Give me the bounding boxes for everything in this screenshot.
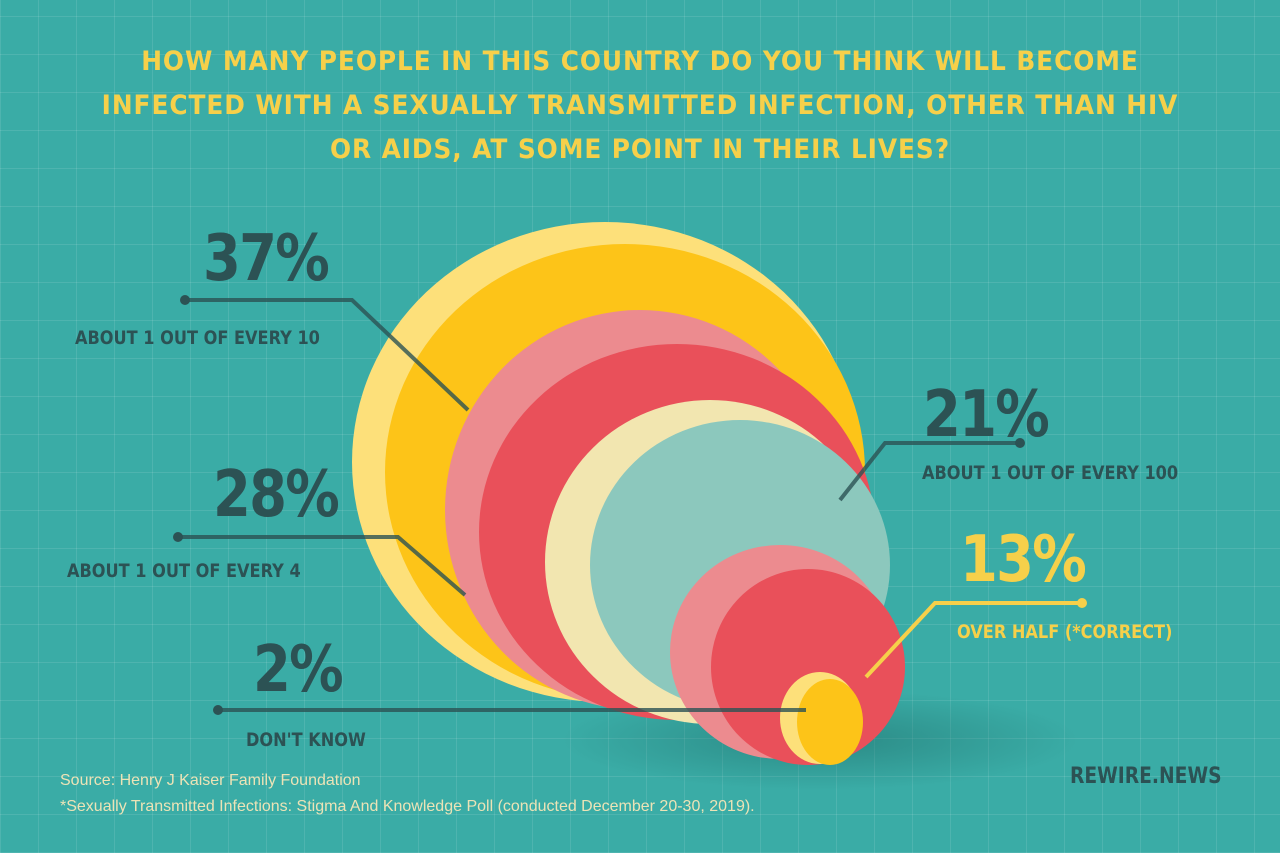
disc-slice-2: [797, 679, 863, 765]
value-label-37: 37%: [203, 222, 330, 296]
source-note: Source: Henry J Kaiser Family Foundation: [60, 772, 361, 789]
category-label-dont-know: DON'T KNOW: [246, 729, 366, 751]
value-label-13: 13%: [960, 523, 1087, 597]
chart-title: HOW MANY PEOPLE IN THIS COUNTRY DO YOU T…: [101, 46, 1179, 165]
leader-21-dot: [1015, 438, 1025, 448]
value-label-2: 2%: [253, 633, 344, 707]
category-label-1-in-4: ABOUT 1 OUT OF EVERY 4: [67, 560, 301, 582]
category-label-over-half: OVER HALF (*CORRECT): [957, 621, 1173, 643]
brand-logo: REWIRE.NEWS: [1070, 764, 1222, 789]
leader-37-line: [185, 298, 470, 412]
leader-37-dot: [180, 295, 190, 305]
category-label-1-in-100: ABOUT 1 OUT OF EVERY 100: [922, 462, 1179, 484]
leader-13-dot: [1077, 598, 1087, 608]
poll-footnote: *Sexually Transmitted Infections: Stigma…: [60, 798, 755, 815]
leader-13-line: [864, 601, 1082, 679]
leader-28-line: [178, 535, 467, 597]
value-label-21: 21%: [923, 378, 1050, 452]
category-label-1-in-10: ABOUT 1 OUT OF EVERY 10: [75, 327, 320, 349]
leader-21-line: [838, 441, 1020, 502]
leader-28-dot: [173, 532, 183, 542]
value-label-28: 28%: [213, 458, 340, 532]
leader-2-dot: [213, 705, 223, 715]
